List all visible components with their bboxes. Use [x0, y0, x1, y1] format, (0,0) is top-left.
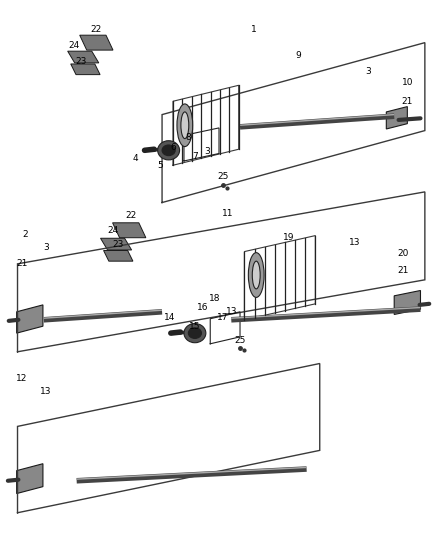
- Text: 18: 18: [209, 294, 220, 303]
- Text: 24: 24: [107, 226, 119, 235]
- Text: 9: 9: [295, 52, 301, 60]
- Ellipse shape: [184, 324, 206, 343]
- Text: 16: 16: [197, 303, 208, 311]
- Ellipse shape: [158, 141, 180, 160]
- Polygon shape: [17, 464, 43, 494]
- Text: 7: 7: [192, 152, 198, 161]
- Polygon shape: [17, 305, 43, 333]
- Text: 13: 13: [226, 308, 238, 316]
- Text: 17: 17: [217, 313, 228, 321]
- Text: 4: 4: [133, 155, 138, 163]
- Polygon shape: [80, 35, 113, 50]
- Text: 3: 3: [365, 68, 371, 76]
- Text: 23: 23: [113, 240, 124, 248]
- Text: 20: 20: [397, 249, 409, 257]
- Polygon shape: [386, 107, 407, 129]
- Text: 15: 15: [189, 322, 201, 330]
- Polygon shape: [67, 51, 99, 63]
- Text: 12: 12: [16, 374, 28, 383]
- Ellipse shape: [248, 253, 264, 297]
- Polygon shape: [113, 223, 146, 238]
- Polygon shape: [103, 251, 133, 261]
- Text: 21: 21: [16, 260, 28, 268]
- Text: 3: 3: [43, 244, 49, 252]
- Text: 25: 25: [234, 336, 246, 344]
- Text: 19: 19: [283, 233, 295, 241]
- Text: 1: 1: [251, 25, 257, 34]
- Text: 22: 22: [91, 25, 102, 34]
- Text: 2: 2: [23, 230, 28, 239]
- Polygon shape: [71, 64, 100, 75]
- Text: 21: 21: [402, 97, 413, 106]
- Text: 10: 10: [402, 78, 413, 87]
- Text: 3: 3: [204, 147, 210, 156]
- Polygon shape: [100, 238, 132, 250]
- Text: 23: 23: [75, 57, 87, 66]
- Text: 22: 22: [126, 212, 137, 220]
- Ellipse shape: [252, 261, 260, 289]
- Polygon shape: [394, 290, 420, 314]
- Text: 25: 25: [218, 173, 229, 181]
- Ellipse shape: [188, 328, 201, 338]
- Ellipse shape: [177, 104, 193, 147]
- Ellipse shape: [162, 145, 175, 156]
- Text: 5: 5: [157, 161, 163, 169]
- Text: 24: 24: [69, 41, 80, 50]
- Text: 13: 13: [349, 238, 360, 247]
- Text: 14: 14: [164, 313, 176, 321]
- Text: 11: 11: [222, 209, 233, 217]
- Ellipse shape: [181, 112, 189, 139]
- Text: 21: 21: [397, 266, 409, 275]
- Text: 6: 6: [170, 143, 176, 151]
- Text: 8: 8: [185, 133, 191, 142]
- Text: 13: 13: [40, 387, 52, 396]
